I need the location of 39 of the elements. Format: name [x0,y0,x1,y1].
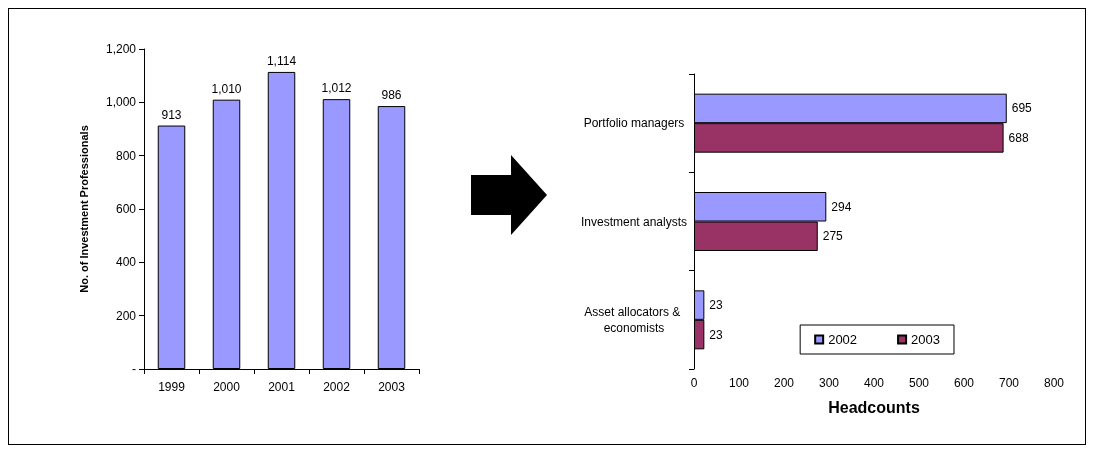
x-tick-label: 1999 [158,380,186,394]
data-label: 23 [709,298,724,313]
y-tick-label: - [132,362,136,376]
x-axis-title: Headcounts [828,398,920,416]
x-tick-label: 2000 [213,380,241,394]
x-tick-label: 300 [818,376,840,390]
x-tick-label: 700 [998,376,1020,390]
x-tick-label: 0 [690,376,698,390]
data-label: 986 [381,88,402,103]
y-tick-label: Investment analysts [580,214,688,229]
x-tick-label: 500 [908,376,930,390]
y-tick-label: 1,200 [105,42,137,56]
x-tick-label: 800 [1043,376,1065,390]
x-tick-label: 2003 [378,380,406,394]
data-label: 695 [1011,101,1033,116]
y-tick-label: 800 [115,148,137,163]
y-tick-label: 600 [115,202,137,216]
data-label: 1,010 [211,81,242,96]
y-tick-label: 200 [115,308,137,323]
y-tick-label: Portfolio managers [583,116,685,131]
x-tick-label: 100 [728,376,750,390]
x-tick-label: 2001 [268,380,296,394]
data-label: 23 [709,327,724,342]
data-label: 913 [161,107,182,122]
y-tick-label: 400 [115,255,137,270]
legend-label: 2002 [828,332,858,347]
data-label: 688 [1008,130,1029,145]
x-tick-label: 200 [773,376,795,390]
legend-label: 2003 [911,332,940,347]
y-axis-title: No. of Investment Professionals [77,125,90,293]
x-tick-label: 400 [863,376,885,390]
data-label: 275 [822,229,844,244]
y-tick-label: 1,000 [105,95,137,110]
data-label: 1,012 [321,81,352,96]
y-tick-label: Asset allocators & economists [584,304,684,335]
data-label: 294 [831,199,852,214]
x-tick-label: 600 [953,376,975,390]
data-label: 1,114 [266,53,297,68]
x-tick-label: 2002 [323,380,351,394]
